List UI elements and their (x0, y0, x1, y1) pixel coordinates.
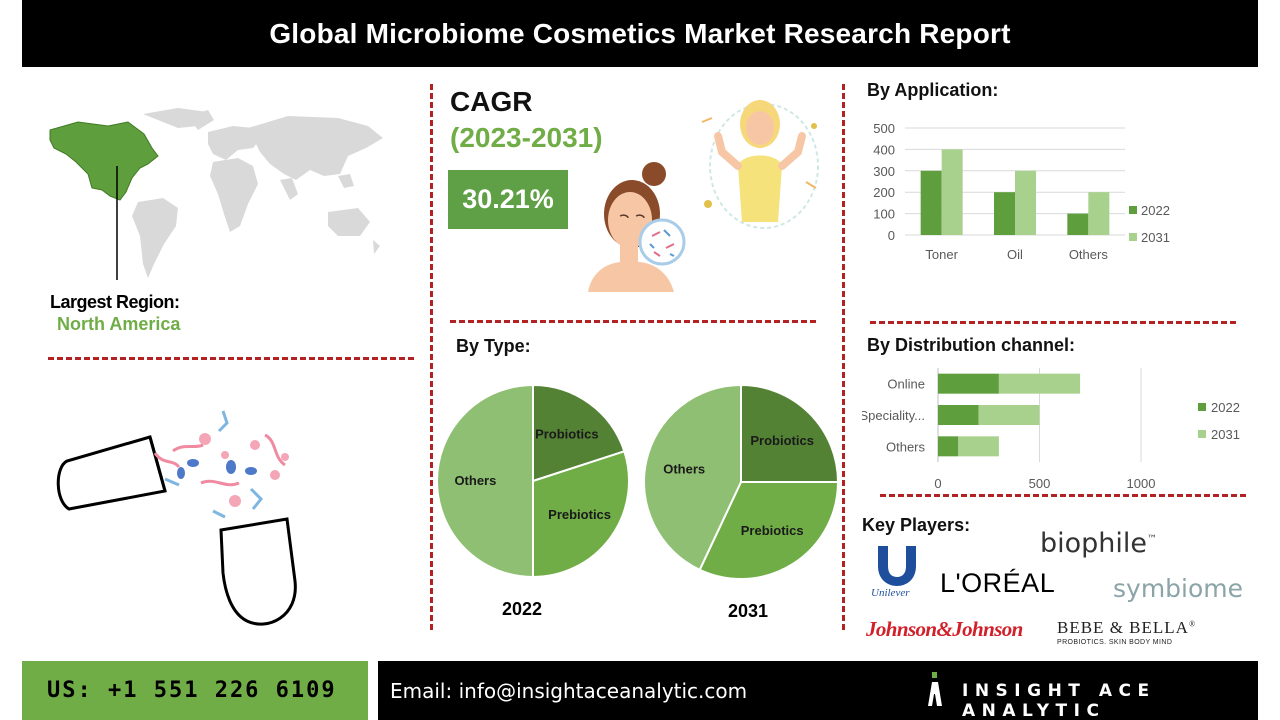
page-title: Global Microbiome Cosmetics Market Resea… (269, 17, 1011, 49)
legend-label-2022: 2022 (1141, 203, 1170, 218)
distribution-title: By Distribution channel: (867, 335, 1076, 355)
bar-oil-2031 (1015, 170, 1036, 235)
symbiome-logo: symbiome (1113, 574, 1244, 603)
world-map (49, 108, 383, 280)
johnson-johnson-logo: Johnson&Johnson (866, 617, 1023, 641)
pie-label-probiotics: Probiotics (535, 426, 599, 441)
bar-toner-2022 (920, 170, 942, 235)
type-title: By Type: (456, 336, 531, 356)
loreal-logo: L'ORÉAL (940, 568, 1056, 598)
legend-swatch-2031 (1198, 430, 1206, 438)
pie-slice-prebiotics (698, 481, 839, 580)
bebe-bella-logo: BEBE & BELLA® (1057, 618, 1196, 638)
bebe-bella-tagline: PROBIOTICS. SKIN BODY MIND (1057, 639, 1173, 646)
bebe-bella-logo-text: BEBE & BELLA (1057, 618, 1189, 637)
x-tick-label: Oil (1007, 247, 1023, 262)
y-tick-label: 500 (873, 121, 895, 136)
bar-others-2031 (958, 436, 999, 457)
x-tick-label: 500 (1029, 476, 1051, 491)
divider-right (842, 84, 845, 630)
happy-woman-illustration (701, 100, 819, 229)
legend-swatch-2022 (1129, 206, 1137, 214)
bar-online-2022 (938, 373, 999, 394)
largest-region-value: North America (57, 314, 181, 334)
bar-speciality-2031 (978, 405, 1040, 425)
legend-label-2022: 2022 (1211, 400, 1240, 415)
pie-slice-probiotics (740, 384, 839, 483)
bebe-bella-registered: ® (1188, 619, 1197, 629)
x-tick-label: 1000 (1127, 476, 1156, 491)
pie-label-probiotics: Probiotics (750, 433, 814, 448)
legend-swatch-2022 (1198, 403, 1206, 411)
cagr-label: CAGR (450, 86, 533, 117)
unilever-logo-text: Unilever (871, 587, 910, 599)
divider-application (870, 321, 1236, 324)
y-tick-label: Online (887, 377, 925, 392)
title-bar: Global Microbiome Cosmetics Market Resea… (22, 0, 1258, 67)
y-tick-label: Others (886, 439, 926, 454)
legend-swatch-2031 (1129, 233, 1137, 241)
cagr-years: (2023-2031) (450, 122, 603, 153)
pie-year-2022: 2022 (502, 599, 543, 619)
divider-left (430, 84, 433, 630)
key-players-title: Key Players: (862, 515, 971, 535)
divider-cagr (450, 320, 816, 323)
y-tick-label: 0 (888, 228, 895, 243)
bar-others-2031 (1088, 192, 1110, 235)
divider-distribution (880, 494, 1246, 497)
cagr-value: 30.21% (448, 170, 568, 229)
capsule-illustration (56, 410, 297, 626)
bar-online-2031 (998, 373, 1081, 394)
pie-label-others: Others (454, 473, 496, 488)
y-tick-label: 400 (873, 142, 895, 157)
largest-region-label: Largest Region: (50, 292, 180, 312)
unilever-logo-icon (878, 546, 916, 586)
distribution-chart: 0 500 1000 Online Speciality... Others 2022 203… (862, 368, 1240, 491)
application-title: By Application: (867, 80, 999, 100)
x-tick-label: 0 (934, 476, 941, 491)
biophile-logo: biophile™ (1040, 528, 1157, 559)
insight-ace-logo-icon (928, 672, 942, 706)
bar-speciality-2022 (938, 405, 979, 425)
bar-toner-2031 (941, 149, 963, 235)
footer-brand: INSIGHT ACE ANALYTIC (962, 681, 1156, 720)
pie-chart-2031: Probiotics Prebiotics Others (643, 384, 839, 580)
bar-others-2022 (1067, 213, 1089, 235)
pie-label-others: Others (663, 461, 705, 476)
bar-others-2022 (938, 436, 959, 457)
legend-label-2031: 2031 (1211, 427, 1240, 442)
pie-slice-others (643, 384, 742, 572)
pie-slice-probiotics (532, 384, 626, 483)
x-tick-label: Others (1069, 247, 1109, 262)
pie-label-prebiotics: Prebiotics (741, 523, 804, 538)
y-tick-label: Speciality... (862, 408, 925, 423)
x-tick-label: Toner (925, 247, 958, 262)
y-tick-label: 200 (873, 185, 895, 200)
y-tick-label: 300 (873, 164, 895, 179)
footer-phone[interactable]: US: +1 551 226 6109 (22, 661, 368, 720)
pie-slice-others (436, 384, 534, 578)
footer-email[interactable]: Email: info@insightaceanalytic.com (378, 661, 1258, 720)
pie-slice-prebiotics (532, 450, 630, 578)
pie-label-prebiotics: Prebiotics (548, 507, 611, 522)
divider-region (48, 357, 414, 360)
woman-illustration (588, 162, 686, 292)
application-chart: 0 100 200 300 400 500 Toner Oil Others 2022 2031 (873, 121, 1170, 262)
pie-year-2031: 2031 (728, 601, 769, 621)
biophile-logo-text: biophile (1040, 528, 1148, 559)
legend-label-2031: 2031 (1141, 230, 1170, 245)
pie-chart-2022: Probiotics Prebiotics Others (436, 384, 630, 578)
biophile-tm: ™ (1147, 534, 1158, 545)
bar-oil-2022 (994, 192, 1015, 235)
y-tick-label: 100 (873, 207, 895, 222)
